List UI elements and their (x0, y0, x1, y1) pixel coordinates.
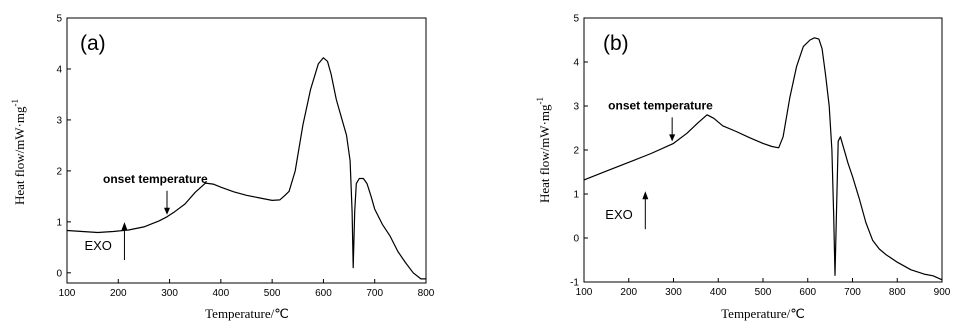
chart-b-ticks: 100 200 300 400 500 600 700 800 900 -1 0 1 2 3 4 5 (570, 14, 951, 299)
onset-temperature-label: onset temperature (608, 98, 713, 112)
y-tick-label: 3 (573, 102, 579, 113)
chart-b-series (583, 37, 943, 281)
x-tick-label: 600 (799, 287, 816, 298)
y-tick-label: 1 (573, 190, 579, 201)
chart-panel-a: 100 200 300 400 500 600 700 800 0 1 2 3 4 5 (a) onset… (0, 0, 470, 324)
series-line-0 (66, 57, 426, 280)
y-tick-label: 3 (56, 115, 62, 126)
y-tick-label: 4 (56, 64, 62, 75)
y-tick-label: 0 (573, 234, 579, 245)
y-axis-title-a-sup: -1 (10, 99, 20, 107)
y-tick-label: 4 (573, 58, 579, 69)
exo-label: EXO (84, 238, 111, 253)
x-tick-label: 200 (620, 287, 637, 298)
x-tick-label: 400 (710, 287, 727, 298)
y-axis-title-b: Heat flow/mW·mg-1 (535, 97, 552, 203)
exo-arrow-head (642, 191, 649, 200)
chart-b-frame (583, 17, 943, 283)
chart-panel-b: 100 200 300 400 500 600 700 800 900 -1 0 1 2 3 4 5 (b) … (483, 0, 953, 324)
x-tick-label: 800 (889, 287, 906, 298)
chart-a-ticks: 100 200 300 400 500 600 700 800 0 1 2 3 4 5 (56, 14, 434, 300)
x-tick-label: 300 (665, 287, 682, 298)
x-tick-label: 100 (576, 287, 593, 298)
y-tick-label: 5 (573, 14, 579, 25)
chart-b-annotations: onset temperature EXO (605, 98, 713, 230)
y-tick-label: 2 (573, 146, 579, 157)
x-tick-label: 700 (844, 287, 861, 298)
x-axis-title-a: Temperature/℃ (205, 306, 289, 321)
x-tick-label: 700 (366, 288, 383, 299)
x-tick-label: 200 (110, 288, 127, 299)
y-tick-label: 0 (56, 268, 62, 279)
panel-label-b: (b) (603, 32, 629, 55)
chart-a-svg: 100 200 300 400 500 600 700 800 0 1 2 3 4 5 (a) onset… (10, 14, 435, 322)
chart-a-annotations: onset temperature EXO (84, 172, 208, 261)
series-line-0 (583, 37, 943, 281)
onset-arrow-head (164, 207, 171, 215)
y-tick-label: 2 (56, 166, 62, 177)
y-tick-label: -1 (570, 278, 579, 289)
x-tick-label: 900 (934, 287, 951, 298)
y-tick-label: 5 (56, 14, 62, 25)
exo-arrow-head (121, 222, 128, 231)
y-tick-label: 1 (56, 217, 62, 228)
chart-a-frame (66, 17, 427, 284)
chart-a-series (66, 57, 426, 280)
x-tick-label: 600 (315, 288, 332, 299)
panel-label-a: (a) (80, 32, 106, 55)
onset-temperature-label: onset temperature (103, 172, 208, 186)
x-tick-label: 800 (418, 288, 435, 299)
x-axis-title-b: Temperature/℃ (721, 306, 805, 321)
y-axis-title-b-sup: -1 (535, 97, 545, 105)
onset-arrow-head (669, 134, 676, 142)
x-tick-label: 500 (264, 288, 281, 299)
y-axis-title-b-main: Heat flow/mW·mg (537, 104, 552, 203)
x-tick-label: 100 (59, 288, 76, 299)
exo-label: EXO (605, 207, 632, 222)
x-tick-label: 400 (213, 288, 230, 299)
y-axis-title-a: Heat flow/mW·mg-1 (10, 99, 27, 205)
x-tick-label: 300 (161, 288, 178, 299)
x-tick-label: 500 (755, 287, 772, 298)
y-axis-title-a-main: Heat flow/mW·mg (12, 106, 27, 205)
